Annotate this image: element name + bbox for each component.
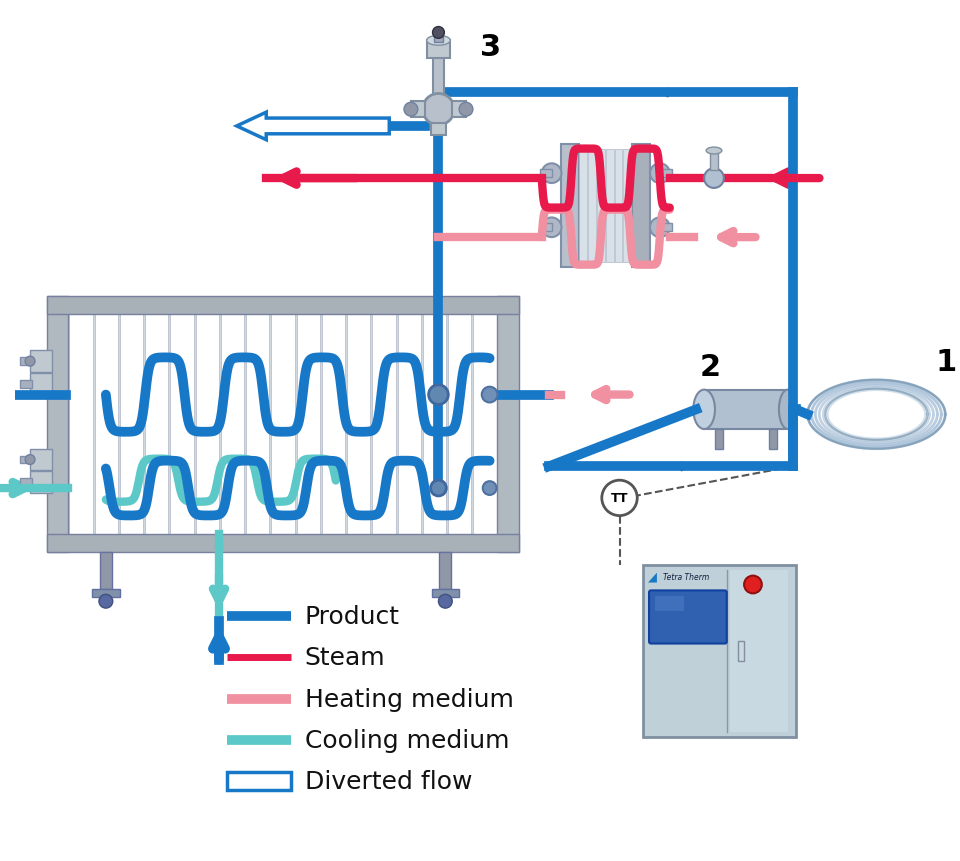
- Circle shape: [744, 576, 762, 594]
- Circle shape: [482, 387, 497, 403]
- Bar: [633, 145, 650, 267]
- Circle shape: [459, 103, 473, 117]
- Bar: [20, 456, 32, 464]
- Circle shape: [433, 28, 444, 40]
- Bar: [446, 314, 448, 535]
- Bar: [431, 124, 446, 136]
- Bar: [704, 390, 788, 430]
- Bar: [411, 102, 424, 118]
- Bar: [345, 314, 348, 535]
- Bar: [168, 314, 170, 535]
- Bar: [540, 224, 552, 232]
- Bar: [471, 314, 473, 535]
- Bar: [660, 170, 672, 178]
- Text: Tetra Therm: Tetra Therm: [662, 572, 709, 581]
- Bar: [643, 565, 796, 737]
- Bar: [540, 170, 552, 178]
- Ellipse shape: [426, 36, 450, 46]
- Bar: [426, 41, 450, 59]
- Bar: [452, 102, 466, 118]
- Bar: [30, 472, 52, 493]
- FancyArrow shape: [237, 113, 389, 140]
- Bar: [219, 314, 221, 535]
- Circle shape: [650, 218, 670, 238]
- Bar: [660, 224, 672, 232]
- Bar: [227, 772, 291, 790]
- Bar: [244, 314, 246, 535]
- Bar: [433, 56, 444, 96]
- FancyBboxPatch shape: [649, 591, 727, 644]
- Bar: [769, 430, 777, 449]
- Ellipse shape: [779, 390, 797, 430]
- Bar: [737, 641, 744, 661]
- Text: 1: 1: [935, 348, 957, 376]
- Text: Diverted flow: Diverted flow: [304, 770, 472, 793]
- Bar: [20, 479, 32, 486]
- Bar: [655, 597, 684, 611]
- Circle shape: [428, 385, 448, 405]
- Bar: [143, 314, 145, 535]
- Bar: [20, 358, 32, 366]
- Bar: [420, 314, 422, 535]
- Bar: [579, 150, 588, 263]
- Bar: [20, 381, 32, 388]
- Text: 3: 3: [480, 33, 501, 62]
- Circle shape: [541, 218, 562, 238]
- Ellipse shape: [707, 148, 722, 155]
- Circle shape: [650, 164, 670, 183]
- Bar: [47, 535, 519, 553]
- Text: Heating medium: Heating medium: [304, 687, 514, 711]
- Circle shape: [704, 169, 724, 189]
- Circle shape: [422, 95, 454, 126]
- Bar: [588, 150, 596, 263]
- Bar: [710, 152, 718, 171]
- Bar: [606, 150, 613, 263]
- Bar: [270, 314, 272, 535]
- Circle shape: [25, 455, 35, 465]
- Bar: [30, 449, 52, 471]
- Ellipse shape: [693, 390, 715, 430]
- Text: Cooling medium: Cooling medium: [304, 728, 509, 753]
- Bar: [396, 314, 397, 535]
- Polygon shape: [648, 573, 657, 583]
- Bar: [730, 570, 788, 732]
- Bar: [47, 297, 68, 553]
- Bar: [440, 553, 451, 590]
- Circle shape: [431, 480, 446, 496]
- Circle shape: [99, 595, 112, 609]
- Bar: [92, 590, 120, 598]
- Bar: [320, 314, 322, 535]
- Circle shape: [439, 595, 452, 609]
- Circle shape: [541, 164, 562, 183]
- Bar: [118, 314, 120, 535]
- Bar: [30, 374, 52, 395]
- Bar: [432, 590, 459, 598]
- Bar: [597, 150, 605, 263]
- Bar: [562, 145, 579, 267]
- Bar: [623, 150, 632, 263]
- Bar: [614, 150, 622, 263]
- Bar: [715, 430, 723, 449]
- Text: 2: 2: [699, 352, 720, 381]
- Bar: [497, 297, 519, 553]
- Bar: [295, 314, 297, 535]
- Bar: [47, 297, 519, 314]
- Circle shape: [483, 481, 496, 495]
- Bar: [371, 314, 372, 535]
- Bar: [496, 314, 498, 535]
- Text: Product: Product: [304, 604, 399, 629]
- Bar: [100, 553, 111, 590]
- Circle shape: [602, 480, 637, 516]
- Bar: [67, 314, 69, 535]
- Circle shape: [25, 356, 35, 367]
- Circle shape: [404, 103, 418, 117]
- Bar: [194, 314, 196, 535]
- Text: TT: TT: [611, 492, 628, 505]
- Text: Steam: Steam: [304, 646, 385, 670]
- Bar: [93, 314, 95, 535]
- Bar: [30, 351, 52, 373]
- Bar: [434, 32, 444, 43]
